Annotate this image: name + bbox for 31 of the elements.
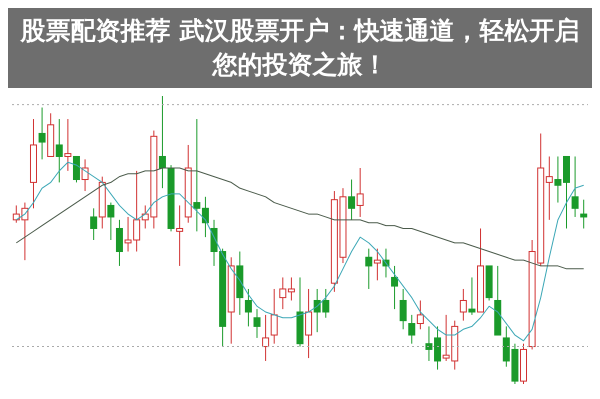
candlestick	[468, 276, 476, 316]
candlestick	[391, 265, 398, 310]
candlestick	[580, 199, 588, 229]
candlestick	[270, 288, 278, 344]
candlestick	[64, 118, 72, 172]
candlestick	[374, 248, 381, 281]
candlestick	[460, 288, 467, 322]
candlestick	[72, 156, 80, 183]
candlestick	[365, 248, 372, 290]
candlestick	[348, 179, 356, 220]
candlestick	[90, 208, 98, 240]
candlestick	[322, 288, 330, 318]
candlestick	[416, 300, 424, 330]
candlestick	[38, 107, 46, 160]
candlestick	[400, 288, 407, 330]
candlestick	[82, 158, 89, 192]
candlestick	[254, 308, 261, 338]
candlestick	[314, 288, 321, 333]
candlestick	[176, 204, 184, 266]
candlestick	[56, 118, 63, 183]
candlestick	[158, 96, 166, 189]
candlestick	[116, 219, 123, 266]
candlestick	[244, 288, 252, 327]
candlestick	[305, 288, 312, 359]
candlestick	[572, 156, 579, 218]
chart-title: 股票配资推荐 武汉股票开户：快速通道，轻松开启您的投资之旅！	[8, 8, 592, 88]
candlestick	[546, 156, 553, 220]
candlestick	[107, 202, 114, 240]
candlestick	[262, 314, 270, 362]
candlestick	[356, 168, 364, 218]
candlestick	[408, 314, 416, 344]
